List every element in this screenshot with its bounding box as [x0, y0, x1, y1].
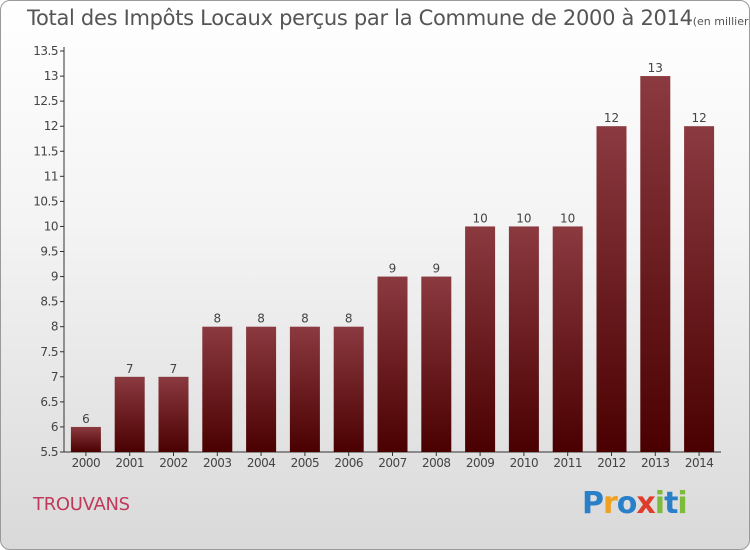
y-tick-label: 8.5	[40, 295, 58, 309]
data-label: 7	[126, 362, 134, 376]
bar	[70, 426, 101, 452]
data-label: 7	[170, 362, 178, 376]
data-label: 8	[257, 312, 265, 326]
bar	[640, 76, 671, 452]
x-tick-label: 2007	[378, 456, 407, 470]
bar	[508, 226, 539, 452]
chart-title-text: Total des Impôts Locaux perçus par la Co…	[27, 6, 693, 30]
x-tick-label: 2011	[553, 456, 582, 470]
x-tick-label: 2001	[115, 456, 144, 470]
x-tick-label: 2014	[685, 456, 714, 470]
data-label: 12	[691, 111, 706, 125]
data-label: 10	[560, 211, 575, 225]
y-tick-label: 10	[44, 219, 58, 233]
x-tick-label: 2010	[510, 456, 539, 470]
y-tick-label: 7.5	[40, 345, 58, 359]
data-label: 8	[301, 312, 309, 326]
y-tick-label: 13	[44, 69, 58, 83]
y-tick-label: 12	[44, 119, 58, 133]
data-label: 9	[432, 262, 440, 276]
logo-letter: t	[664, 486, 678, 521]
logo-letter: i	[654, 486, 665, 521]
x-tick-label: 2012	[597, 456, 626, 470]
y-tick-label: 5.5	[40, 445, 58, 459]
x-tick-label: 2006	[334, 456, 363, 470]
x-tick-label: 2002	[159, 456, 188, 470]
chart-title: Total des Impôts Locaux perçus par la Co…	[27, 6, 749, 30]
x-tick-label: 2009	[466, 456, 495, 470]
bar	[158, 376, 189, 452]
bar	[596, 126, 627, 452]
logo-letter: r	[603, 486, 618, 521]
data-label: 10	[472, 211, 487, 225]
bar	[465, 226, 496, 452]
data-label: 8	[213, 312, 221, 326]
x-tick-label: 2008	[422, 456, 451, 470]
x-tick-label: 2000	[72, 456, 101, 470]
y-tick-label: 11	[44, 169, 58, 183]
bar	[114, 376, 145, 452]
x-tick-label: 2004	[247, 456, 276, 470]
bar	[289, 326, 320, 452]
proxiti-logo: Proxiti	[582, 486, 688, 521]
data-label: 12	[604, 111, 619, 125]
data-label: 10	[516, 211, 531, 225]
chart-title-unit: (en milliers d'€)	[692, 15, 749, 28]
y-tick-label: 12.5	[33, 94, 58, 108]
y-tick-label: 13.5	[33, 44, 58, 58]
bar	[552, 226, 583, 452]
logo-letter: P	[582, 486, 604, 521]
y-tick-label: 6	[51, 420, 58, 434]
y-tick-label: 9	[51, 270, 58, 284]
logo-letter: i	[677, 486, 687, 521]
y-tick-label: 7	[51, 370, 58, 384]
y-tick-label: 8	[51, 320, 58, 334]
commune-name: TROUVANS	[33, 494, 130, 515]
y-tick-label: 10.5	[33, 194, 58, 208]
data-label: 6	[82, 412, 90, 426]
bar	[333, 326, 364, 452]
bar	[684, 126, 715, 452]
x-tick-label: 2013	[641, 456, 670, 470]
logo-letter: x	[636, 486, 655, 521]
data-label: 8	[345, 312, 353, 326]
bar	[246, 326, 277, 452]
logo-letter: o	[616, 486, 638, 521]
y-tick-label: 6.5	[40, 395, 58, 409]
bar	[421, 276, 452, 452]
y-tick-label: 9.5	[40, 245, 58, 259]
data-label: 9	[389, 262, 397, 276]
data-label: 13	[648, 61, 663, 75]
x-tick-label: 2005	[291, 456, 320, 470]
x-tick-label: 2003	[203, 456, 232, 470]
bar	[202, 326, 233, 452]
bar	[377, 276, 408, 452]
y-tick-label: 11.5	[33, 144, 58, 158]
